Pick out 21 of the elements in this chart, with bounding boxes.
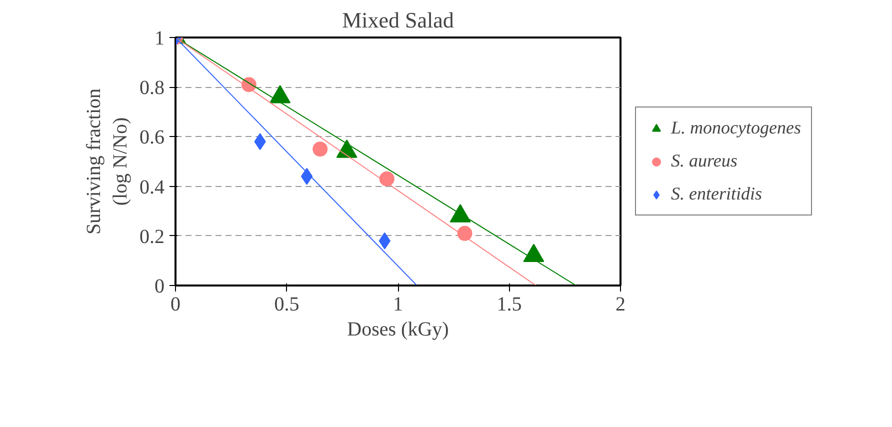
x-tick-label: 0.5 <box>274 294 300 316</box>
legend-label: S. aureus <box>671 150 738 172</box>
chart-title: Mixed Salad <box>342 8 454 32</box>
y-tick-label: 0 <box>154 276 164 298</box>
legend-label: S. enteritidis <box>671 184 762 204</box>
y-tick-label: 0.4 <box>140 176 164 198</box>
point <box>450 204 471 222</box>
x-tick-label: 0 <box>170 294 180 316</box>
point <box>379 171 394 186</box>
y-tick-label: 0.2 <box>140 226 164 248</box>
point <box>312 142 328 157</box>
x-tick-label: 1 <box>393 294 403 316</box>
y-tick-label: 1 <box>154 28 164 50</box>
x-axis-title: Doses (kGy) <box>347 318 449 340</box>
legend-label: L. monocytogenes <box>671 118 801 138</box>
point <box>523 244 544 262</box>
y-tick-label: 0.6 <box>140 126 164 149</box>
x-tick-label: 1.5 <box>496 294 522 316</box>
y-axis-title: Surviving fraction (log N/No) <box>83 88 132 235</box>
y-tick-label: 0.8 <box>140 77 164 100</box>
x-tick-label: 2 <box>616 294 626 316</box>
